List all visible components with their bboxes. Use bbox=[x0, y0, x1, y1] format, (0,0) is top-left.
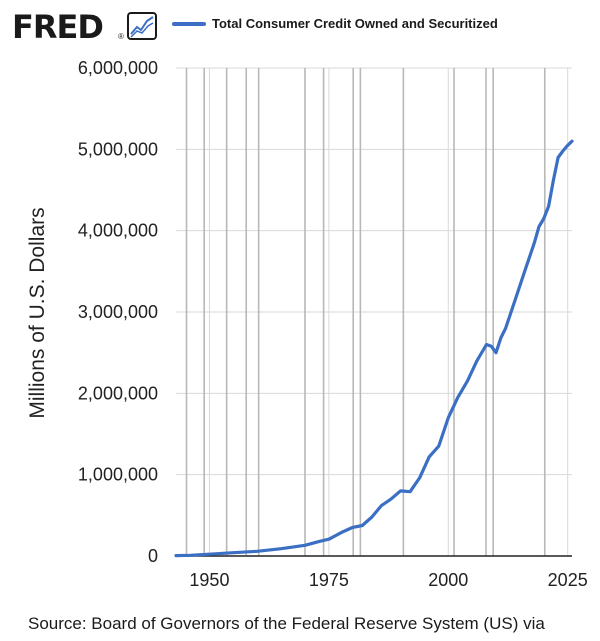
y-tick-label: 6,000,000 bbox=[78, 58, 158, 78]
y-axis-label: Millions of U.S. Dollars bbox=[26, 207, 49, 418]
y-tick-label: 1,000,000 bbox=[78, 465, 158, 485]
legend-swatch bbox=[172, 21, 206, 26]
series-line bbox=[174, 139, 574, 558]
grid bbox=[176, 67, 572, 557]
x-tick-label: 1950 bbox=[189, 570, 229, 590]
y-tick-label: 5,000,000 bbox=[78, 139, 158, 159]
y-axis-ticks: 0 1,000,000 2,000,000 3,000,000 4,000,000 5,0… bbox=[78, 58, 158, 566]
line-chart-icon bbox=[127, 12, 157, 40]
legend: Total Consumer Credit Owned and Securiti… bbox=[172, 16, 498, 31]
recession-lines bbox=[185, 68, 546, 556]
chart: 0 1,000,000 2,000,000 3,000,000 4,000,000 5,0… bbox=[26, 58, 588, 590]
fred-logo[interactable]: FRED bbox=[12, 8, 104, 46]
source-note: Source: Board of Governors of the Federa… bbox=[28, 614, 545, 633]
y-tick-label: 3,000,000 bbox=[78, 302, 158, 322]
y-tick-label: 4,000,000 bbox=[78, 221, 158, 241]
y-tick-label: 2,000,000 bbox=[78, 383, 158, 403]
x-tick-label: 2000 bbox=[428, 570, 468, 590]
x-tick-label: 1975 bbox=[309, 570, 349, 590]
x-tick-label: 2025 bbox=[548, 570, 588, 590]
header: FRED ® Total Consumer Credit Owned and S… bbox=[0, 0, 600, 48]
registered-mark: ® bbox=[118, 32, 124, 41]
x-axis-ticks: 1950 1975 2000 2025 bbox=[189, 570, 587, 590]
y-tick-label: 0 bbox=[148, 546, 158, 566]
series-layer bbox=[174, 139, 574, 558]
legend-label: Total Consumer Credit Owned and Securiti… bbox=[212, 16, 498, 31]
